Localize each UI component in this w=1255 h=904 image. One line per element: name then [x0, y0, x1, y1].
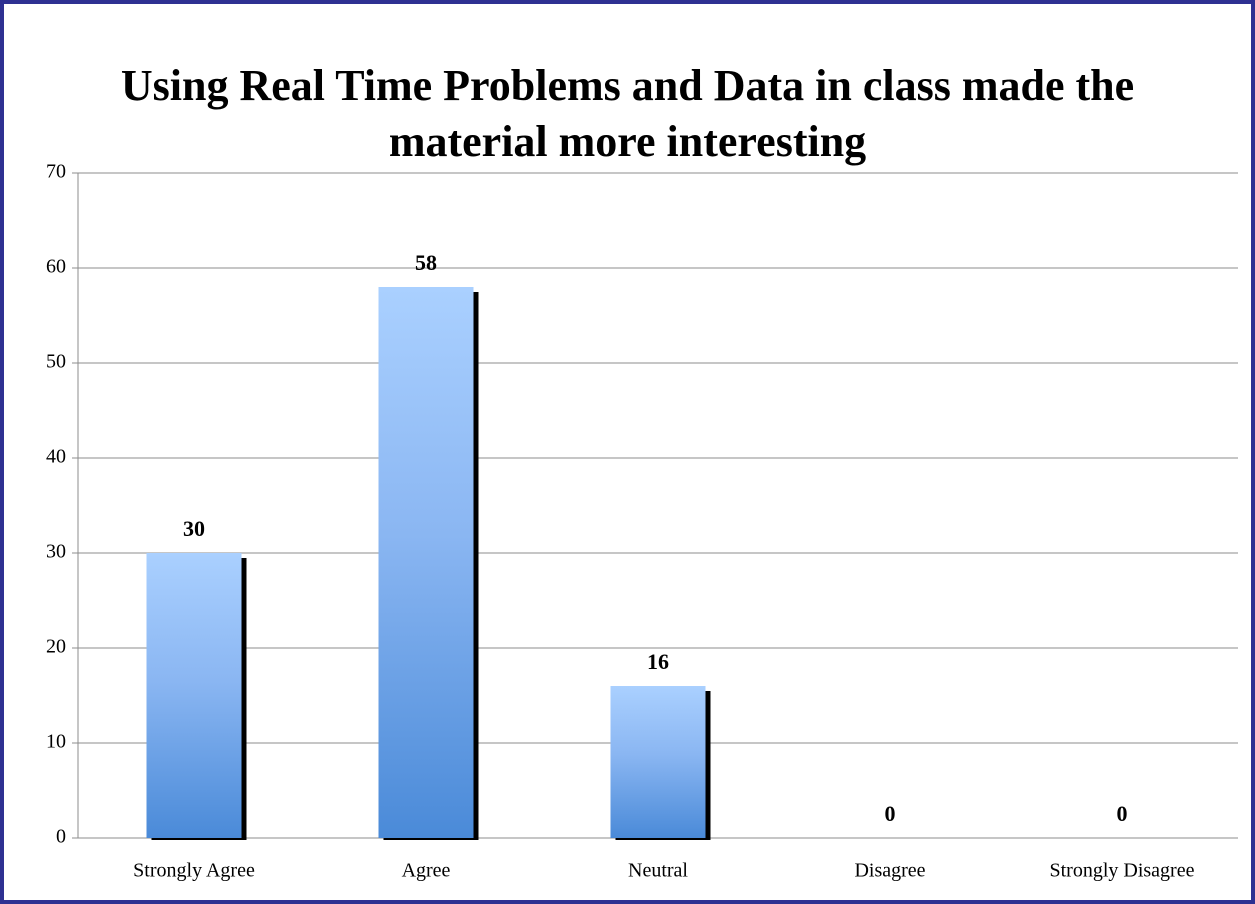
x-tick-label: Neutral [628, 860, 688, 882]
x-tick-label: Agree [402, 860, 451, 882]
bar [146, 553, 242, 838]
chart-title: Using Real Time Problems and Data in cla… [120, 61, 1135, 166]
y-tick-label: 50 [46, 351, 66, 373]
y-tick-label: 20 [46, 636, 66, 658]
y-tick-label: 0 [56, 826, 66, 848]
data-label: 58 [415, 250, 437, 275]
bar [610, 686, 706, 838]
x-tick-label: Disagree [854, 860, 925, 882]
data-label: 0 [885, 801, 896, 826]
x-tick-label: Strongly Agree [133, 860, 255, 882]
y-tick-label: 30 [46, 541, 66, 563]
data-label: 16 [647, 649, 669, 674]
y-tick-label: 60 [46, 256, 66, 278]
y-tick-label: 10 [46, 731, 66, 753]
bar [378, 287, 474, 838]
y-tick-label: 40 [46, 446, 66, 468]
data-label: 0 [1117, 801, 1128, 826]
data-label: 30 [183, 516, 205, 541]
y-tick-label: 70 [46, 161, 66, 183]
x-tick-label: Strongly Disagree [1050, 860, 1195, 882]
